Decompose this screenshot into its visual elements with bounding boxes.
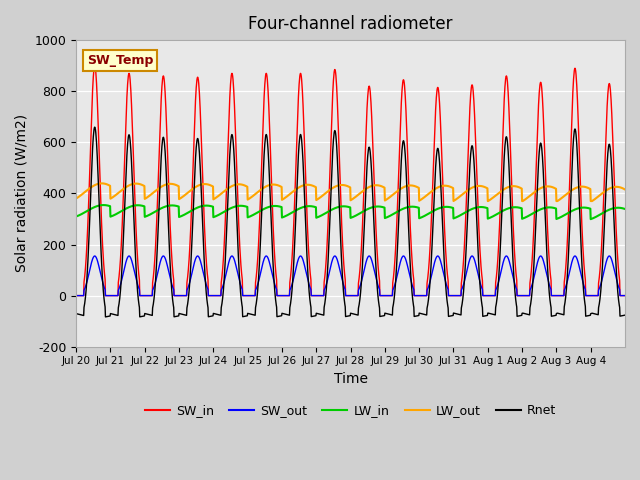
Title: Four-channel radiometer: Four-channel radiometer	[248, 15, 453, 33]
Text: SW_Temp: SW_Temp	[87, 54, 154, 67]
Y-axis label: Solar radiation (W/m2): Solar radiation (W/m2)	[15, 114, 29, 273]
Legend: SW_in, SW_out, LW_in, LW_out, Rnet: SW_in, SW_out, LW_in, LW_out, Rnet	[140, 399, 561, 422]
X-axis label: Time: Time	[333, 372, 367, 386]
